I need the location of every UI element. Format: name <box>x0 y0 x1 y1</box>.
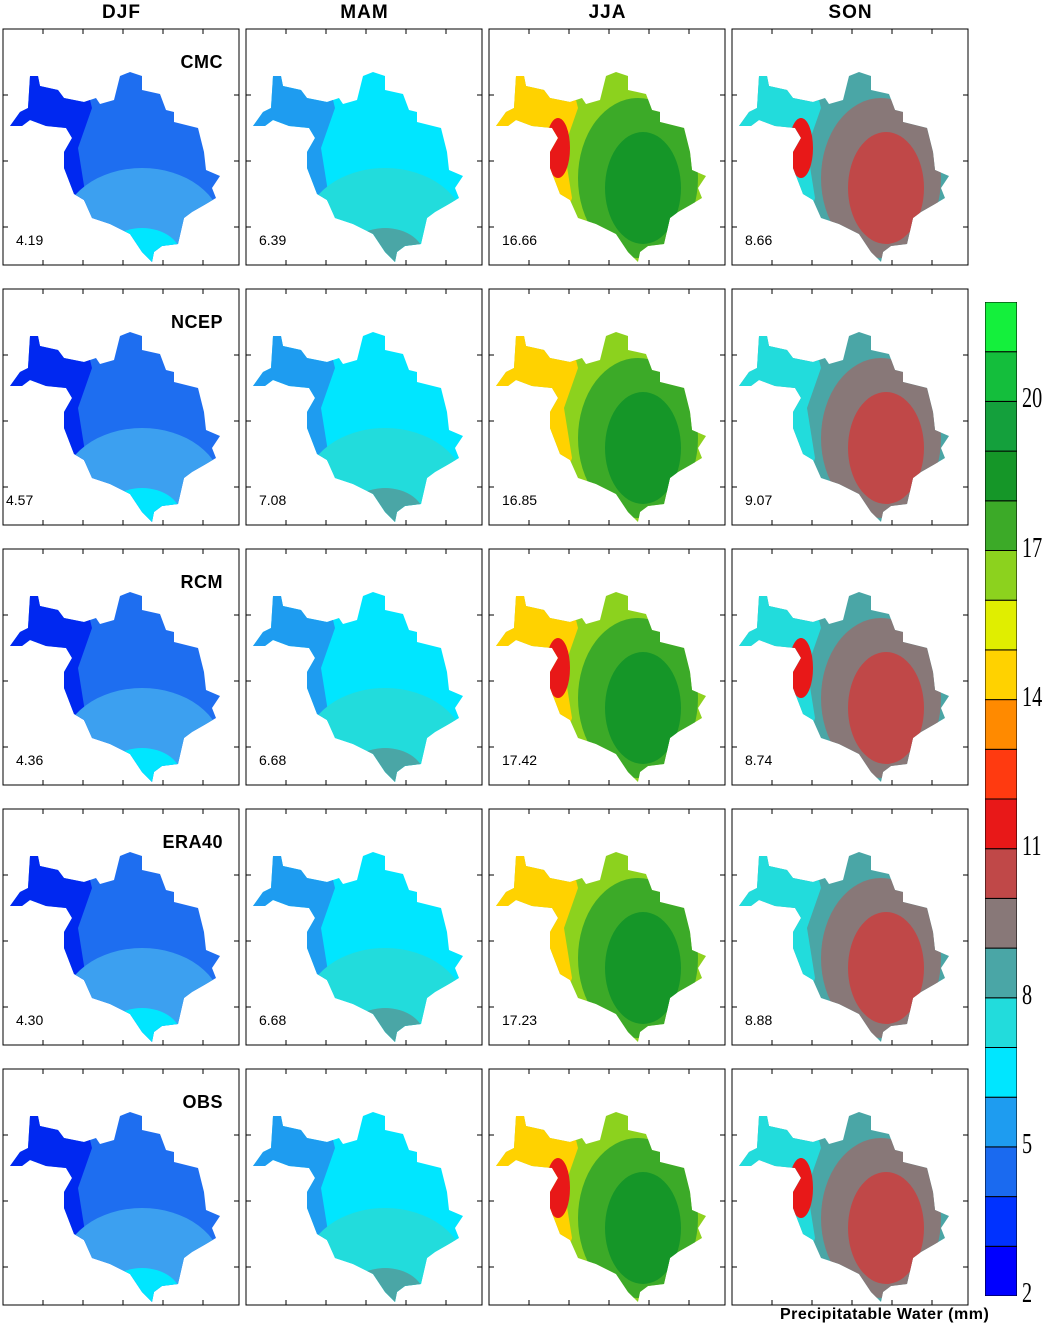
contour-map <box>731 808 969 1046</box>
mean-value-label: 4.57 <box>6 492 34 508</box>
map-panel-ncep-son: 9.07 <box>731 288 974 532</box>
map-panel-era40-mam: 6.68 <box>245 808 488 1052</box>
map-panel-era40-djf: ERA40 4.30 <box>2 808 245 1052</box>
colorbar-title: Precipitatable Water (mm) <box>780 1306 990 1323</box>
map-panel-obs-jja <box>488 1068 731 1312</box>
map-panel-cmc-djf: CMC 4.19 <box>2 28 245 272</box>
colorbar-swatch <box>984 1245 1018 1297</box>
colorbar-swatch <box>984 1096 1018 1148</box>
colorbar-swatch <box>984 1196 1018 1247</box>
colorbar-tick-label: 2 <box>1022 1278 1033 1309</box>
mean-value-label: 17.23 <box>502 1012 538 1028</box>
colorbar-swatch <box>984 500 1018 552</box>
map-panel-cmc-jja: 16.66 <box>488 28 731 272</box>
contour-map <box>2 548 240 786</box>
colorbar-tick-label: 20 <box>1022 383 1043 415</box>
colorbar-swatch <box>984 1146 1018 1198</box>
contour-map <box>731 288 969 526</box>
mean-value-label: 16.66 <box>502 232 538 248</box>
mean-value-label: 8.74 <box>745 752 773 768</box>
map-panel-era40-son: 8.88 <box>731 808 974 1052</box>
mean-value-label: 8.66 <box>745 232 773 248</box>
map-panel-cmc-son: 8.66 <box>731 28 974 272</box>
row-label: NCEP <box>170 312 223 332</box>
colorbar-tick-label: 14 <box>1022 681 1043 713</box>
map-panel-ncep-mam: 7.08 <box>245 288 488 532</box>
colorbar-swatch <box>984 550 1018 601</box>
colorbar-swatch <box>984 798 1018 850</box>
row-label: OBS <box>182 1092 223 1112</box>
mean-value-label: 4.36 <box>16 752 44 768</box>
contour-map <box>2 28 240 266</box>
contour-map <box>245 548 483 786</box>
contour-map <box>2 808 240 1046</box>
row-label: CMC <box>180 52 223 72</box>
colorbar-swatch <box>984 997 1018 1048</box>
mean-value-label: 4.30 <box>16 1012 44 1028</box>
column-title-son: SON <box>828 2 873 23</box>
contour-map <box>245 288 483 526</box>
mean-value-label: 7.08 <box>259 492 287 508</box>
mean-value-label: 8.88 <box>745 1012 773 1028</box>
contour-map <box>488 288 726 526</box>
map-panel-ncep-jja: 16.85 <box>488 288 731 532</box>
mean-value-label: 6.39 <box>259 232 287 248</box>
contour-map <box>488 808 726 1046</box>
row-label: RCM <box>180 572 223 592</box>
map-panel-rcm-jja: 17.42 <box>488 548 731 792</box>
colorbar-swatch <box>984 848 1018 899</box>
row-label: ERA40 <box>162 832 223 852</box>
map-panel-obs-mam <box>245 1068 488 1312</box>
contour-map <box>245 808 483 1046</box>
colorbar-swatch <box>984 301 1018 353</box>
colorbar-swatch <box>984 947 1018 999</box>
colorbar-swatch <box>984 400 1018 452</box>
colorbar-tick-label: 11 <box>1022 830 1042 862</box>
contour-map <box>245 1068 483 1306</box>
colorbar-swatch <box>984 748 1018 800</box>
colorbar-swatch <box>984 649 1018 701</box>
column-title-mam: MAM <box>340 2 389 23</box>
contour-map <box>2 1068 240 1306</box>
map-panel-ncep-djf: NCEP 4.57 <box>2 288 245 532</box>
mean-value-label: 17.42 <box>502 752 538 768</box>
map-panel-rcm-son: 8.74 <box>731 548 974 792</box>
mean-value-label: 4.19 <box>16 232 44 248</box>
map-panel-rcm-mam: 6.68 <box>245 548 488 792</box>
mean-value-label: 16.85 <box>502 492 538 508</box>
mean-value-label: 6.68 <box>259 752 287 768</box>
map-panel-obs-djf: OBS <box>2 1068 245 1312</box>
colorbar-swatch <box>984 1047 1018 1098</box>
colorbar-swatch <box>984 351 1018 402</box>
map-panel-cmc-mam: 6.39 <box>245 28 488 272</box>
map-panel-era40-jja: 17.23 <box>488 808 731 1052</box>
column-title-djf: DJF <box>102 2 141 23</box>
mean-value-label: 6.68 <box>259 1012 287 1028</box>
colorbar-swatch <box>984 450 1018 502</box>
contour-map <box>245 28 483 266</box>
mean-value-label: 9.07 <box>745 492 773 508</box>
contour-map <box>731 548 969 786</box>
contour-map <box>731 1068 969 1306</box>
colorbar-tick-label: 17 <box>1022 532 1043 564</box>
contour-map <box>488 548 726 786</box>
contour-map <box>2 288 240 526</box>
colorbar-tick-label: 5 <box>1022 1128 1033 1160</box>
map-panel-rcm-djf: RCM 4.36 <box>2 548 245 792</box>
colorbar-tick-label: 8 <box>1022 979 1033 1011</box>
colorbar-swatch <box>984 599 1018 651</box>
column-title-jja: JJA <box>588 2 627 23</box>
colorbar-swatches <box>984 301 1018 1297</box>
contour-map <box>731 28 969 266</box>
colorbar-swatch <box>984 897 1018 949</box>
colorbar-swatch <box>984 699 1018 750</box>
colorbar <box>984 301 1018 1297</box>
map-panel-obs-son <box>731 1068 974 1312</box>
contour-map <box>488 1068 726 1306</box>
contour-map <box>488 28 726 266</box>
